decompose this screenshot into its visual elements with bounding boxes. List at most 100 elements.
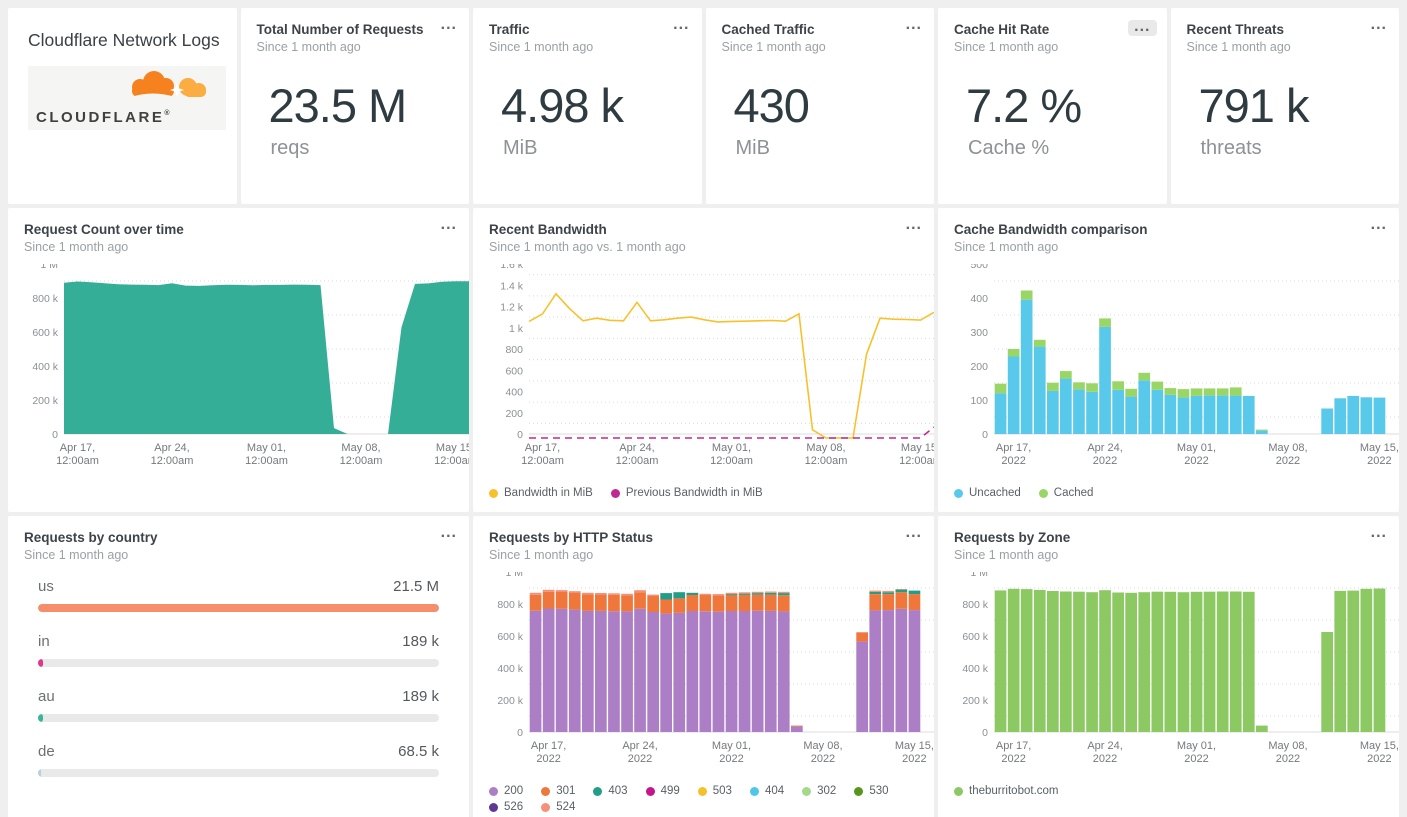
svg-text:Apr 17,12:00am: Apr 17, 12:00am: [56, 442, 99, 467]
panel-menu-button[interactable]: ...: [673, 16, 690, 33]
country-row: de 68.5 k: [38, 743, 439, 777]
svg-text:0: 0: [52, 429, 58, 441]
panel-menu-button[interactable]: ...: [1128, 19, 1157, 36]
panel-subtitle: Since 1 month ago: [489, 548, 594, 562]
legend-color-dot: [593, 786, 603, 796]
svg-text:0: 0: [982, 429, 988, 441]
cloudflare-cloud-icon: [131, 71, 206, 100]
legend-label: 403: [608, 785, 628, 797]
panel-menu-button[interactable]: ...: [905, 16, 922, 33]
svg-text:800 k: 800 k: [962, 599, 988, 611]
zone-bar-chart: 1 M 800 k 600 k 400 k 200 k 0 Apr 17, 2022 Apr 2…: [954, 567, 1399, 779]
svg-text:1 M: 1 M: [505, 572, 523, 579]
svg-text:1 M: 1 M: [970, 572, 988, 579]
legend-color-dot: [854, 786, 864, 796]
panel-subtitle: Since 1 month ago: [954, 240, 1059, 254]
bandwidth-line-chart: 1.6 k 1.4 k 1.2 k 1 k 800 600 400 200 0 Apr 17, 12…: [489, 259, 934, 481]
svg-text:Apr 17,2022: Apr 17, 2022: [996, 442, 1031, 467]
svg-text:Apr 24,12:00am: Apr 24, 12:00am: [151, 442, 194, 467]
svg-text:800 k: 800 k: [497, 599, 523, 611]
svg-text:Apr 24,12:00am: Apr 24, 12:00am: [616, 442, 659, 467]
legend-label: theburritobot.com: [969, 785, 1059, 797]
legend-item[interactable]: 301: [541, 785, 575, 797]
stat-unit: threats: [1200, 137, 1262, 159]
panel-branding: Cloudflare Network Logs CLOUDFLARE®: [8, 8, 237, 204]
legend-item[interactable]: 499: [645, 785, 680, 797]
panel-menu-button[interactable]: ...: [905, 524, 922, 541]
country-bar-list: us 21.5 M in 189 k au 189 k de 68.5 k: [24, 578, 453, 777]
legend-item[interactable]: theburritobot.com: [954, 785, 1059, 797]
svg-text:400 k: 400 k: [32, 361, 58, 373]
panel-recent-threats: ... Recent Threats Since 1 month ago 791…: [1170, 8, 1399, 204]
dashboard-title: Cloudflare Network Logs: [28, 30, 220, 50]
legend-color-dot: [1038, 488, 1048, 498]
svg-text:May 15,12:00am: May 15,12:00am: [434, 442, 469, 467]
svg-text:300: 300: [970, 327, 988, 339]
panel-title: Traffic: [489, 22, 530, 37]
panel-title: Request Count over time: [24, 222, 184, 237]
panel-menu-button[interactable]: ...: [440, 216, 457, 233]
panel-cached-traffic: ... Cached Traffic Since 1 month ago 430…: [705, 8, 934, 204]
stat-unit: MiB: [735, 137, 770, 159]
svg-text:1.2 k: 1.2 k: [500, 302, 524, 314]
country-value: 68.5 k: [398, 743, 439, 760]
svg-text:600: 600: [505, 365, 523, 377]
svg-text:800: 800: [505, 344, 523, 356]
panel-subtitle: Since 1 month ago: [954, 548, 1059, 562]
legend-label: 499: [660, 785, 680, 797]
country-bar-track: [38, 659, 439, 667]
legend-item[interactable]: 200: [489, 785, 523, 797]
panel-traffic: ... Traffic Since 1 month ago 4.98 k MiB: [473, 8, 702, 204]
panel-title: Cache Bandwidth comparison: [954, 222, 1148, 237]
stat-value: 430: [733, 79, 810, 132]
legend-label: 404: [764, 785, 785, 797]
panel-title: Requests by country: [24, 530, 158, 545]
legend-item[interactable]: 404: [749, 785, 785, 797]
legend-label: Uncached: [969, 487, 1021, 499]
chart-legend: Uncached Cached: [954, 487, 1383, 499]
panel-title: Recent Bandwidth: [489, 222, 607, 237]
legend-item[interactable]: Previous Bandwidth in MiB: [610, 487, 763, 499]
panel-subtitle: Since 1 month ago: [24, 240, 129, 254]
svg-text:200: 200: [970, 361, 988, 373]
legend-item[interactable]: Bandwidth in MiB: [489, 487, 593, 499]
legend-label: Previous Bandwidth in MiB: [625, 487, 763, 499]
svg-text:May 08,12:00am: May 08, 12:00am: [340, 442, 383, 467]
legend-item[interactable]: 403: [593, 785, 628, 797]
svg-text:600 k: 600 k: [497, 631, 523, 643]
svg-text:May 08,2022: May 08, 2022: [803, 740, 842, 765]
panel-title: Recent Threats: [1186, 22, 1285, 37]
svg-text:May 01,2022: May 01, 2022: [1177, 740, 1216, 765]
svg-text:Apr 17,2022: Apr 17, 2022: [531, 740, 566, 765]
legend-item[interactable]: 526: [489, 801, 523, 813]
country-value: 189 k: [402, 633, 439, 650]
chart-legend: theburritobot.com: [954, 785, 1383, 797]
svg-text:Apr 24,2022: Apr 24, 2022: [1087, 740, 1122, 765]
panel-subtitle: Since 1 month ago: [954, 40, 1059, 54]
svg-text:0: 0: [982, 727, 988, 739]
svg-text:400 k: 400 k: [962, 663, 988, 675]
panel-subtitle: Since 1 month ago: [721, 40, 826, 54]
legend-item[interactable]: 503: [697, 785, 732, 797]
panel-menu-button[interactable]: ...: [1370, 524, 1387, 541]
panel-menu-button[interactable]: ...: [1370, 16, 1387, 33]
svg-text:May 08,12:00am: May 08, 12:00am: [805, 442, 848, 467]
legend-item[interactable]: Cached: [1038, 487, 1093, 499]
panel-cache-hit-rate: ... Cache Hit Rate Since 1 month ago 7.2…: [938, 8, 1167, 204]
cloudflare-wordmark: CLOUDFLARE®: [36, 109, 170, 126]
cache-bandwidth-bar-chart: 500 400 300 200 100 0 Apr 17, 2022 Apr 24, 2022 Ma…: [954, 259, 1399, 481]
legend-color-dot: [489, 786, 498, 796]
legend-item[interactable]: Uncached: [954, 487, 1021, 499]
panel-menu-button[interactable]: ...: [440, 16, 457, 33]
svg-text:Apr 24,2022: Apr 24, 2022: [622, 740, 657, 765]
legend-item[interactable]: 530: [854, 785, 889, 797]
legend-label: 200: [504, 785, 524, 797]
legend-item[interactable]: 302: [802, 785, 836, 797]
legend-item[interactable]: 524: [541, 801, 575, 813]
svg-text:Apr 17,2022: Apr 17, 2022: [996, 740, 1031, 765]
panel-menu-button[interactable]: ...: [440, 524, 457, 541]
panel-requests-by-zone: ... Requests by Zone Since 1 month ago 1…: [938, 516, 1399, 817]
panel-menu-button[interactable]: ...: [1370, 216, 1387, 233]
panel-menu-button[interactable]: ...: [905, 216, 922, 233]
svg-text:600 k: 600 k: [32, 327, 58, 339]
